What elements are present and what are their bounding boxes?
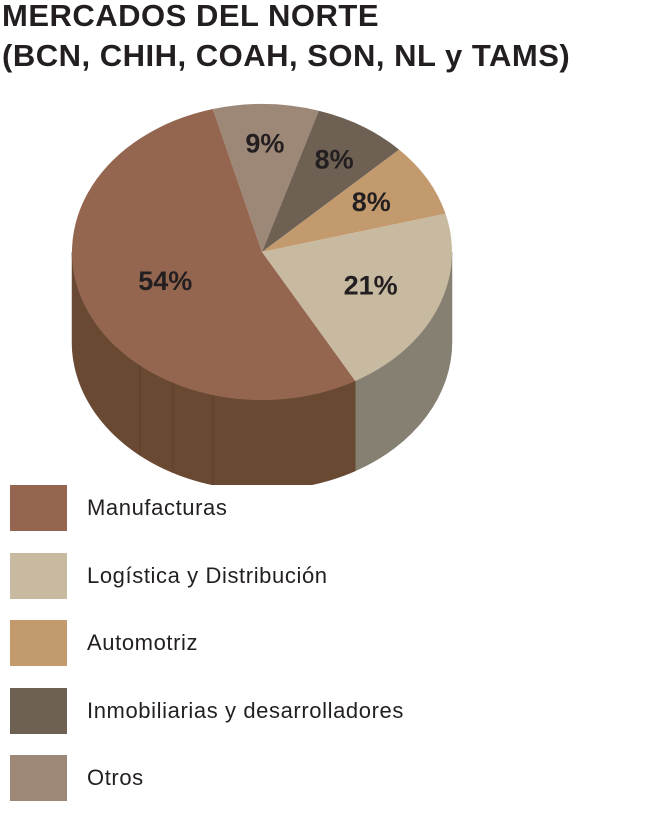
pie-slice-otros xyxy=(212,104,319,253)
pie-slice-manufacturas xyxy=(71,109,356,401)
legend-label-otros: Otros xyxy=(87,765,144,790)
chart-title-line-1: MERCADOS DEL NORTE xyxy=(2,0,380,33)
legend-item-automotriz: Automotriz xyxy=(10,620,404,666)
pie-label-logistica-y-distribucion: 21% xyxy=(344,271,398,301)
chart-title: MERCADOS DEL NORTE (BCN, CHIH, COAH, SON… xyxy=(2,0,570,76)
legend-item-inmobiliarias: Inmobiliarias y desarrolladores xyxy=(10,687,404,734)
legend-swatch-inmobiliarias xyxy=(10,687,67,734)
legend-label-manufacturas: Manufacturas xyxy=(87,495,228,520)
legend-item-logistica: Logística y Distribución xyxy=(10,552,404,599)
pie-slice-automotriz xyxy=(262,149,446,252)
pie-slice-logistica-y-distribucion xyxy=(262,213,453,381)
legend-label-inmobiliarias: Inmobiliarias y desarrolladores xyxy=(87,697,404,723)
legend-swatch-manufacturas xyxy=(10,485,67,531)
chart-title-line-2: (BCN, CHIH, COAH, SON, NL y TAMS) xyxy=(2,38,571,73)
pie-label-otros: 9% xyxy=(245,129,284,159)
pie-chart: 9% 8% 8% 21% 54% xyxy=(71,104,453,485)
legend-item-otros: Otros xyxy=(10,755,404,801)
legend-label-automotriz: Automotriz xyxy=(87,630,199,655)
legend: Manufacturas Logística y Distribución Au… xyxy=(10,485,404,823)
pie-slice-inmobiliarias-y-desarrolladores xyxy=(262,110,400,252)
legend-swatch-automotriz xyxy=(10,620,67,666)
legend-swatch-logistica xyxy=(10,552,67,599)
pie-label-manufacturas: 54% xyxy=(138,266,192,296)
pie-label-inmobiliarias-y-desarrolladores: 8% xyxy=(315,145,354,175)
legend-label-logistica: Logística y Distribución xyxy=(87,562,328,588)
legend-swatch-otros xyxy=(10,755,67,801)
pie-labels: 9% 8% 8% 21% 54% xyxy=(138,129,397,301)
pie-label-automotriz: 8% xyxy=(352,187,391,217)
pie-top xyxy=(71,104,453,401)
legend-item-manufacturas: Manufacturas xyxy=(10,485,404,531)
